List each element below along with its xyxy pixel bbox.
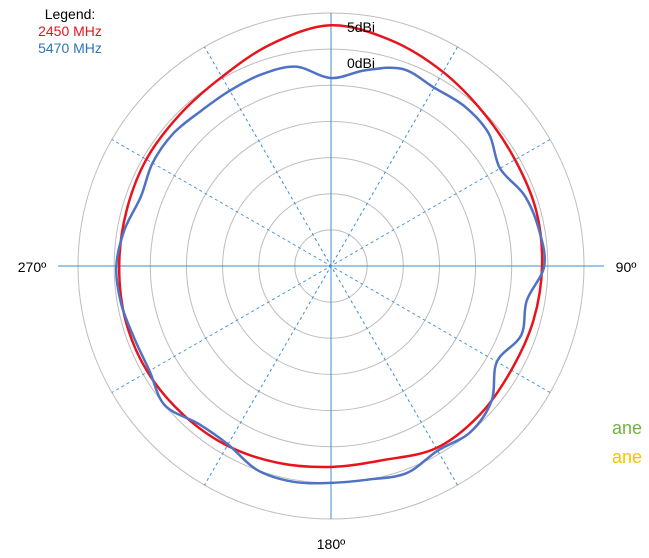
legend-item-5470: 5470 MHz <box>38 40 102 56</box>
angle-label-270: 270º <box>18 259 46 275</box>
series-line-2450 <box>117 24 544 469</box>
angle-label-180: 180º <box>317 536 345 552</box>
series-line-5470 <box>114 65 546 485</box>
legend: Legend: 2450 MHz 5470 MHz <box>0 6 140 57</box>
angle-label-90: 90º <box>616 259 637 275</box>
plane-label-green: ane <box>612 418 643 438</box>
plane-label-yellow: ane <box>612 447 643 467</box>
radial-label-5: 5dBi <box>347 19 375 35</box>
legend-title: Legend: <box>44 6 96 22</box>
radial-label-0: 0dBi <box>347 55 375 71</box>
legend-item-2450: 2450 MHz <box>38 23 102 39</box>
